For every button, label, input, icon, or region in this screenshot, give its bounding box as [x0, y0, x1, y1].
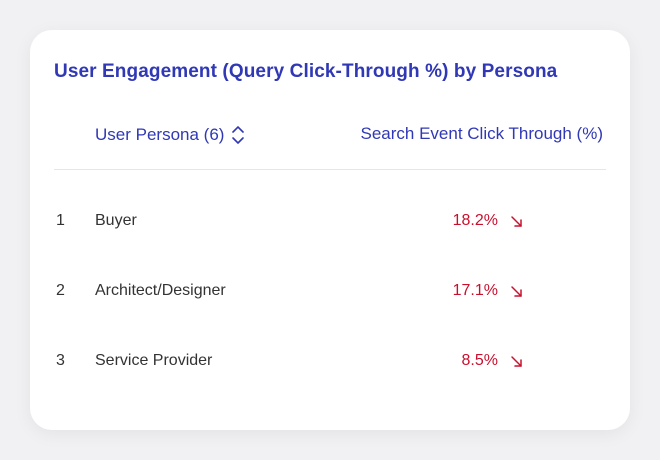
table-header: User Persona (6) Search Event Click Thro…: [30, 124, 630, 152]
persona-name: Buyer: [95, 212, 137, 229]
persona-name: Architect/Designer: [95, 282, 226, 299]
persona-column-header[interactable]: User Persona (6): [95, 124, 245, 146]
table-row: 1 Buyer 18.2%: [30, 170, 630, 240]
trend-down-icon: [510, 215, 524, 229]
table-row: 2 Architect/Designer 17.1%: [30, 240, 630, 310]
ctr-value: 18.2%: [452, 212, 498, 229]
row-index: 3: [56, 352, 65, 369]
persona-column-label: User Persona (6): [95, 125, 225, 144]
ctr-value: 8.5%: [461, 352, 498, 369]
persona-name: Service Provider: [95, 352, 213, 369]
card-title: User Engagement (Query Click-Through %) …: [54, 61, 558, 82]
row-index: 1: [56, 212, 65, 229]
table-body: 1 Buyer 18.2% 2 Architect/Designer 17.1%: [30, 170, 630, 380]
ctr-value: 17.1%: [452, 282, 498, 299]
table-row: 3 Service Provider 8.5%: [30, 310, 630, 380]
sort-icon[interactable]: [231, 124, 245, 146]
ctr-column-header[interactable]: Search Event Click Through (%): [360, 124, 603, 143]
engagement-card: User Engagement (Query Click-Through %) …: [30, 30, 630, 430]
header-divider: [54, 169, 606, 170]
trend-down-icon: [510, 355, 524, 369]
row-index: 2: [56, 282, 65, 299]
trend-down-icon: [510, 285, 524, 299]
